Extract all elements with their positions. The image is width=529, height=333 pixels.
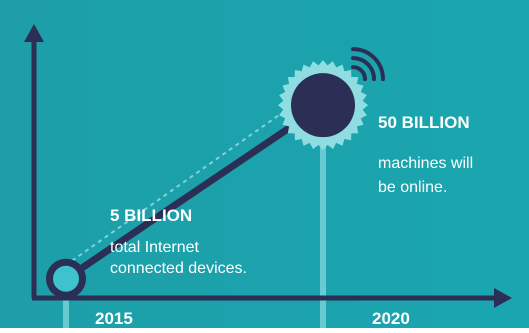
annotation-2020-line2: be online. <box>378 179 447 196</box>
annotation-2015-line2: connected devices. <box>110 260 247 277</box>
stem-2015 <box>63 278 69 328</box>
annotation-2020-line1: machines will <box>378 155 473 172</box>
annotation-2015: 5 BILLION total Internet connected devic… <box>110 206 247 277</box>
x-axis <box>32 288 512 308</box>
dashed-guide-line <box>71 90 314 262</box>
annotation-2015-line1: total Internet <box>110 239 200 256</box>
x-axis-arrow-icon <box>494 288 512 308</box>
data-points <box>46 60 368 299</box>
x-tick-label-2015: 2015 <box>95 309 133 328</box>
wifi-signal-arc <box>351 56 376 82</box>
annotation-2015-headline: 5 BILLION <box>110 206 192 225</box>
data-point-2020-gear-icon <box>278 60 368 151</box>
wifi-signal-icon <box>351 47 385 82</box>
y-axis <box>24 24 44 298</box>
annotation-2020: 50 BILLION machines will be online. <box>378 113 473 196</box>
stem-2020 <box>320 105 326 329</box>
y-axis-arrow-icon <box>24 24 44 42</box>
series-line <box>62 101 327 283</box>
annotation-2020-headline: 50 BILLION <box>378 113 470 132</box>
x-tick-label-2020: 2020 <box>372 309 410 328</box>
wifi-signal-arc <box>351 47 385 82</box>
wifi-signal-arc <box>351 65 367 82</box>
data-point-2015 <box>46 258 86 299</box>
